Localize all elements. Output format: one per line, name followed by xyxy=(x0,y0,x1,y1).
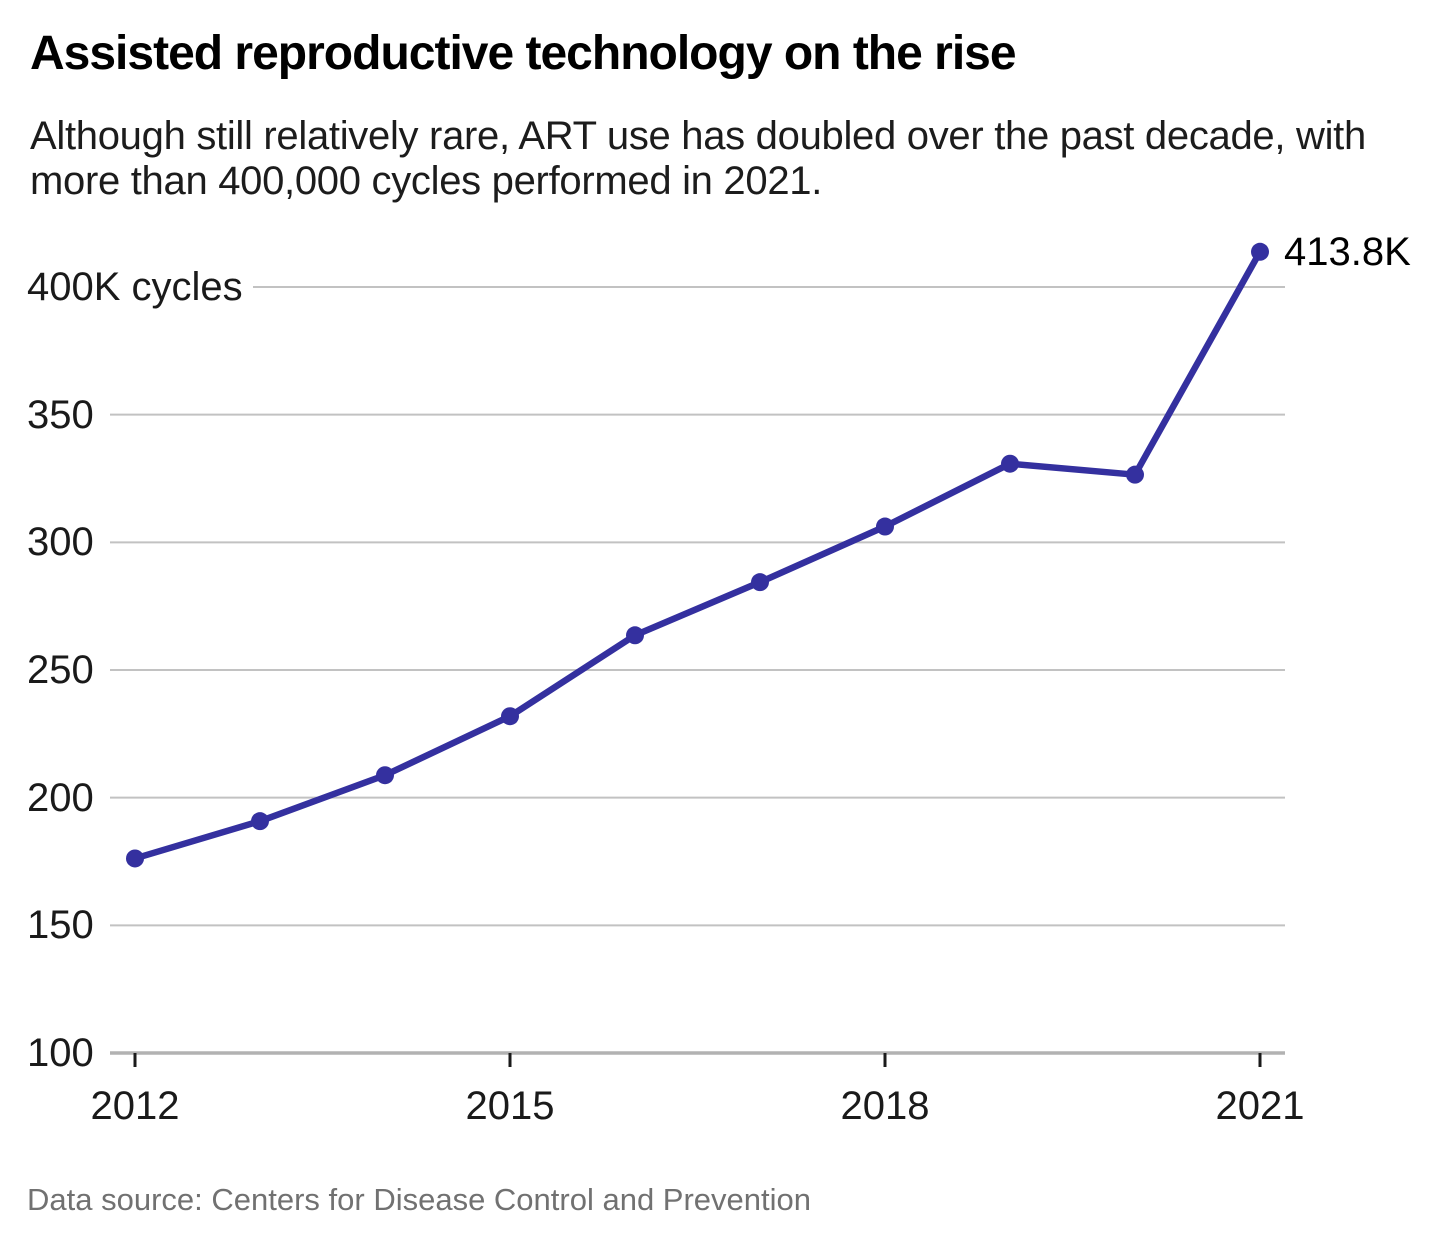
data-point xyxy=(501,707,519,726)
data-source: Data source: Centers for Disease Control… xyxy=(27,1182,812,1217)
data-point xyxy=(376,766,394,785)
data-point xyxy=(1251,242,1269,261)
last-point-value-label: 413.8K xyxy=(1284,229,1411,274)
x-axis-label: 2015 xyxy=(465,1084,555,1128)
x-axis-label: 2021 xyxy=(1215,1084,1305,1128)
data-point xyxy=(626,626,644,645)
data-point xyxy=(1001,454,1019,473)
y-axis-label: 300 xyxy=(27,520,94,565)
data-point xyxy=(251,812,269,831)
chart-title: Assisted reproductive technology on the … xyxy=(30,27,1017,80)
data-point xyxy=(126,849,144,868)
y-axis-label: 200 xyxy=(27,775,94,820)
chart-subtitle: Although still relatively rare, ART use … xyxy=(30,114,1366,203)
y-axis-label: 400K cycles xyxy=(27,265,243,309)
x-axis-label: 2012 xyxy=(90,1084,180,1128)
data-point xyxy=(1126,465,1144,484)
y-axis-label: 100 xyxy=(27,1031,94,1075)
y-axis-label: 250 xyxy=(27,648,94,692)
data-point xyxy=(876,517,894,536)
data-point xyxy=(751,573,769,592)
y-axis-label: 350 xyxy=(27,392,94,437)
x-axis-label: 2018 xyxy=(840,1084,930,1128)
data-line xyxy=(131,248,1264,862)
y-axis-label: 150 xyxy=(27,903,94,948)
